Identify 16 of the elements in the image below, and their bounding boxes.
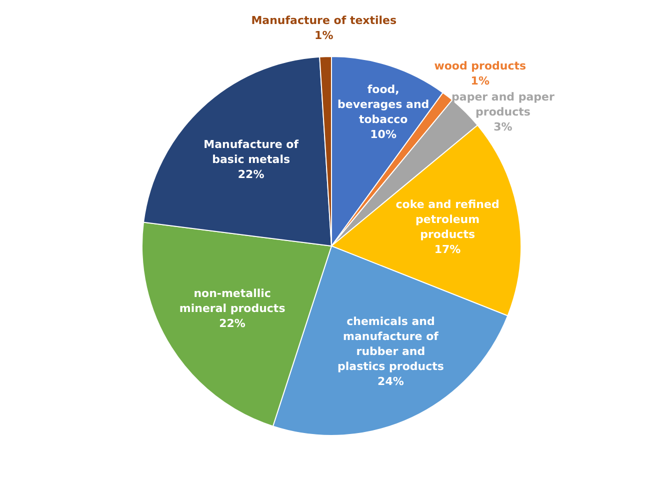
slice-label: wood products bbox=[434, 60, 527, 72]
slice-label: paper and paper products bbox=[452, 90, 555, 118]
data-label: 10% bbox=[370, 128, 396, 141]
slice-label: food, beverages and tobacco bbox=[338, 82, 430, 126]
data-label: 1% bbox=[470, 74, 490, 88]
data-label: 22% bbox=[219, 316, 246, 330]
data-label: 22% bbox=[238, 168, 264, 182]
data-label: 3% bbox=[494, 120, 512, 134]
data-label: 24% bbox=[378, 375, 404, 388]
slice-label: chemicals and manufacture of rubber and plastics products bbox=[337, 315, 444, 374]
data-label: 17% bbox=[434, 242, 461, 256]
slice-label: coke and refined petroleum products bbox=[396, 198, 500, 241]
slice-label: Manufacture of textiles bbox=[251, 14, 398, 27]
slice-label: Manufacture of basic metals bbox=[204, 138, 299, 166]
slice-label: non-metallic mineral products bbox=[179, 286, 286, 315]
data-label: 1% bbox=[314, 28, 334, 42]
